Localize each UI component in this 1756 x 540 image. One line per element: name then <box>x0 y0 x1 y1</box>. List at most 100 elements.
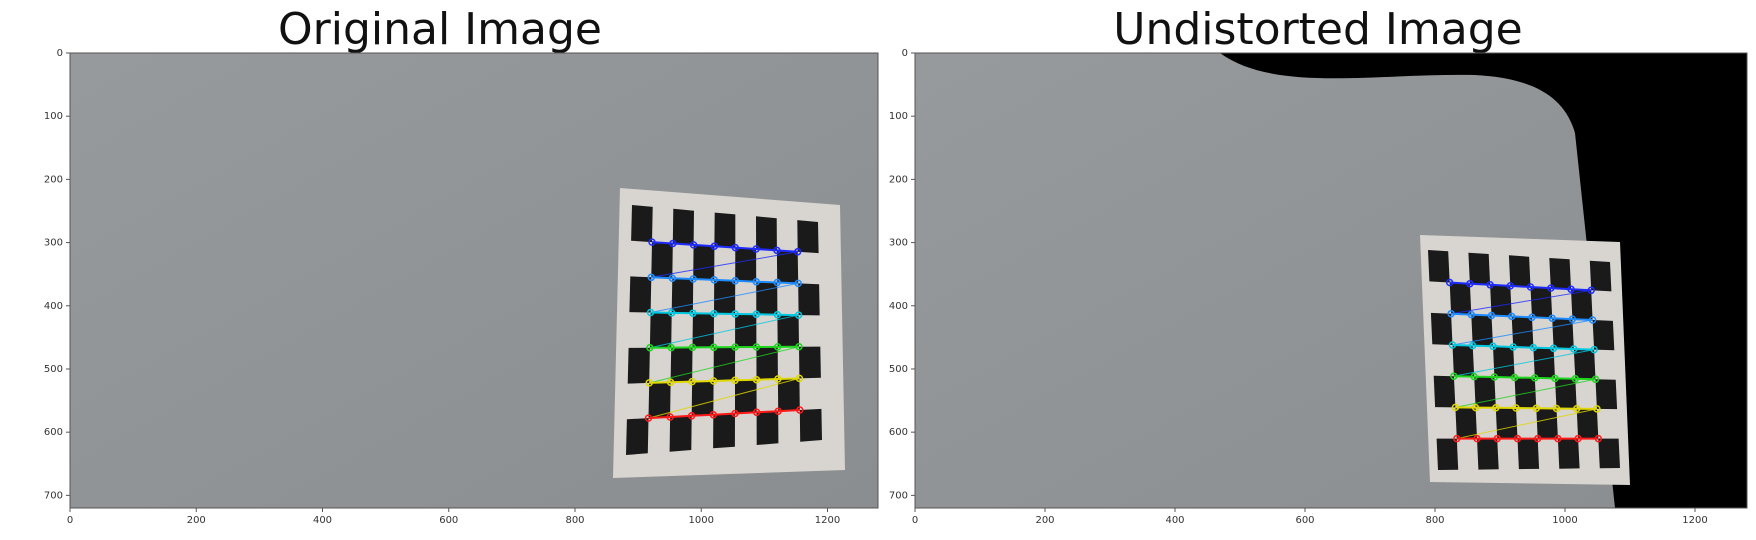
checker-square <box>714 212 736 248</box>
corner-marker <box>1587 286 1595 295</box>
corner-marker <box>1551 374 1559 383</box>
corner-marker <box>752 310 761 319</box>
x-tick-label: 800 <box>1425 515 1444 526</box>
corner-marker <box>1487 311 1496 320</box>
corner-marker <box>645 379 653 387</box>
corner-marker <box>752 375 761 384</box>
checker-square <box>1449 282 1472 315</box>
corner-marker <box>1445 278 1454 287</box>
axes-frame <box>914 52 1748 509</box>
checker-square <box>756 411 779 445</box>
corner-marker <box>774 375 782 383</box>
checker-square <box>1433 375 1456 408</box>
checker-square <box>649 312 672 348</box>
corner-marker <box>1493 434 1501 443</box>
corner-marker <box>669 239 677 248</box>
corner-connector-line <box>1453 349 1595 377</box>
x-tick-label: 600 <box>439 515 458 526</box>
y-tick-label: 700 <box>889 490 908 501</box>
checker-square <box>1598 438 1620 469</box>
y-tick-label: 300 <box>889 238 908 249</box>
y-tick-label: 200 <box>889 174 908 185</box>
corner-marker <box>794 279 802 288</box>
corner-marker <box>795 374 804 383</box>
checker-square <box>648 382 671 419</box>
y-tick-label: 400 <box>889 301 908 312</box>
x-tick-label: 1200 <box>1682 515 1707 526</box>
checker-square <box>756 346 778 380</box>
corner-marker <box>731 376 739 385</box>
corner-marker <box>1526 283 1535 291</box>
corner-marker <box>646 308 655 317</box>
y-tick-label: 200 <box>44 174 63 185</box>
original-image-panel: Original Image 0 200 400 600 800 1000 1200 0 100… <box>44 4 879 526</box>
undistorted-image-title: Undistorted Image <box>1113 4 1523 55</box>
checker-square <box>798 283 820 316</box>
y-tick-label: 500 <box>889 364 908 375</box>
undistorted-image-axes: 0 200 400 600 800 1000 1200 0 100 200 300 400 500 600… <box>889 48 1748 526</box>
corner-marker <box>1490 373 1499 381</box>
corner-marker <box>773 246 781 255</box>
checker-square <box>1455 407 1477 439</box>
corner-row-line <box>649 345 800 349</box>
checker-square <box>1595 379 1618 410</box>
corner-marker <box>1549 344 1558 353</box>
corner-marker <box>646 343 654 352</box>
y-tick-label: 300 <box>44 238 63 249</box>
corner-marker <box>752 408 761 417</box>
y-tick-label: 600 <box>889 427 908 438</box>
checker-square <box>735 314 757 348</box>
corner-marker <box>773 310 782 319</box>
y-tick-label: 100 <box>889 111 908 122</box>
checker-square <box>627 347 650 384</box>
corner-marker <box>1552 404 1561 413</box>
corner-connector-line <box>651 251 798 278</box>
checker-square <box>1576 408 1599 439</box>
corner-marker <box>689 309 697 317</box>
corner-marker <box>1510 373 1519 382</box>
corner-marker <box>666 378 675 387</box>
checker-square <box>735 247 757 282</box>
checker-square <box>735 379 757 414</box>
corner-marker <box>1594 434 1603 443</box>
corner-marker <box>689 241 698 249</box>
y-tick-label: 0 <box>57 48 63 59</box>
original-image-axes: 0 200 400 600 800 1000 1200 0 100 200 300 400 500 600… <box>44 48 879 526</box>
corner-marker <box>1532 404 1541 413</box>
corner-marker <box>1548 314 1556 322</box>
x-tick-label: 1000 <box>1552 515 1577 526</box>
corner-marker <box>1570 345 1578 353</box>
checker-square <box>1573 349 1596 380</box>
checker-square <box>1549 258 1571 290</box>
checker-square <box>631 205 653 243</box>
x-tick-label: 600 <box>1295 515 1314 526</box>
corner-marker <box>1513 434 1522 443</box>
corner-marker <box>752 245 760 253</box>
corner-marker <box>709 410 718 419</box>
corner-marker <box>1509 343 1517 351</box>
checker-square <box>671 278 694 314</box>
checker-square <box>777 314 799 347</box>
corner-marker <box>731 343 739 351</box>
corner-marker <box>1591 375 1600 384</box>
checker-square <box>777 378 800 412</box>
axes-frame <box>69 52 879 509</box>
corner-marker <box>1568 315 1577 323</box>
y-tick-label: 400 <box>44 301 63 312</box>
corner-marker <box>1466 279 1474 288</box>
corner-marker <box>1471 403 1480 412</box>
x-tick-label: 200 <box>187 515 206 526</box>
corner-marker <box>796 406 804 414</box>
x-tick-label: 0 <box>67 515 73 526</box>
corner-marker <box>1451 403 1460 412</box>
checker-square <box>1430 312 1453 345</box>
checker-square <box>799 408 822 442</box>
corner-marker <box>1588 316 1597 324</box>
corner-marker <box>687 412 696 420</box>
corner-marker <box>1448 341 1457 349</box>
corner-marker <box>1531 374 1539 382</box>
corner-marker <box>1486 281 1494 289</box>
corner-marker <box>666 413 674 421</box>
checker-square <box>1517 438 1540 470</box>
image-content <box>70 53 878 508</box>
